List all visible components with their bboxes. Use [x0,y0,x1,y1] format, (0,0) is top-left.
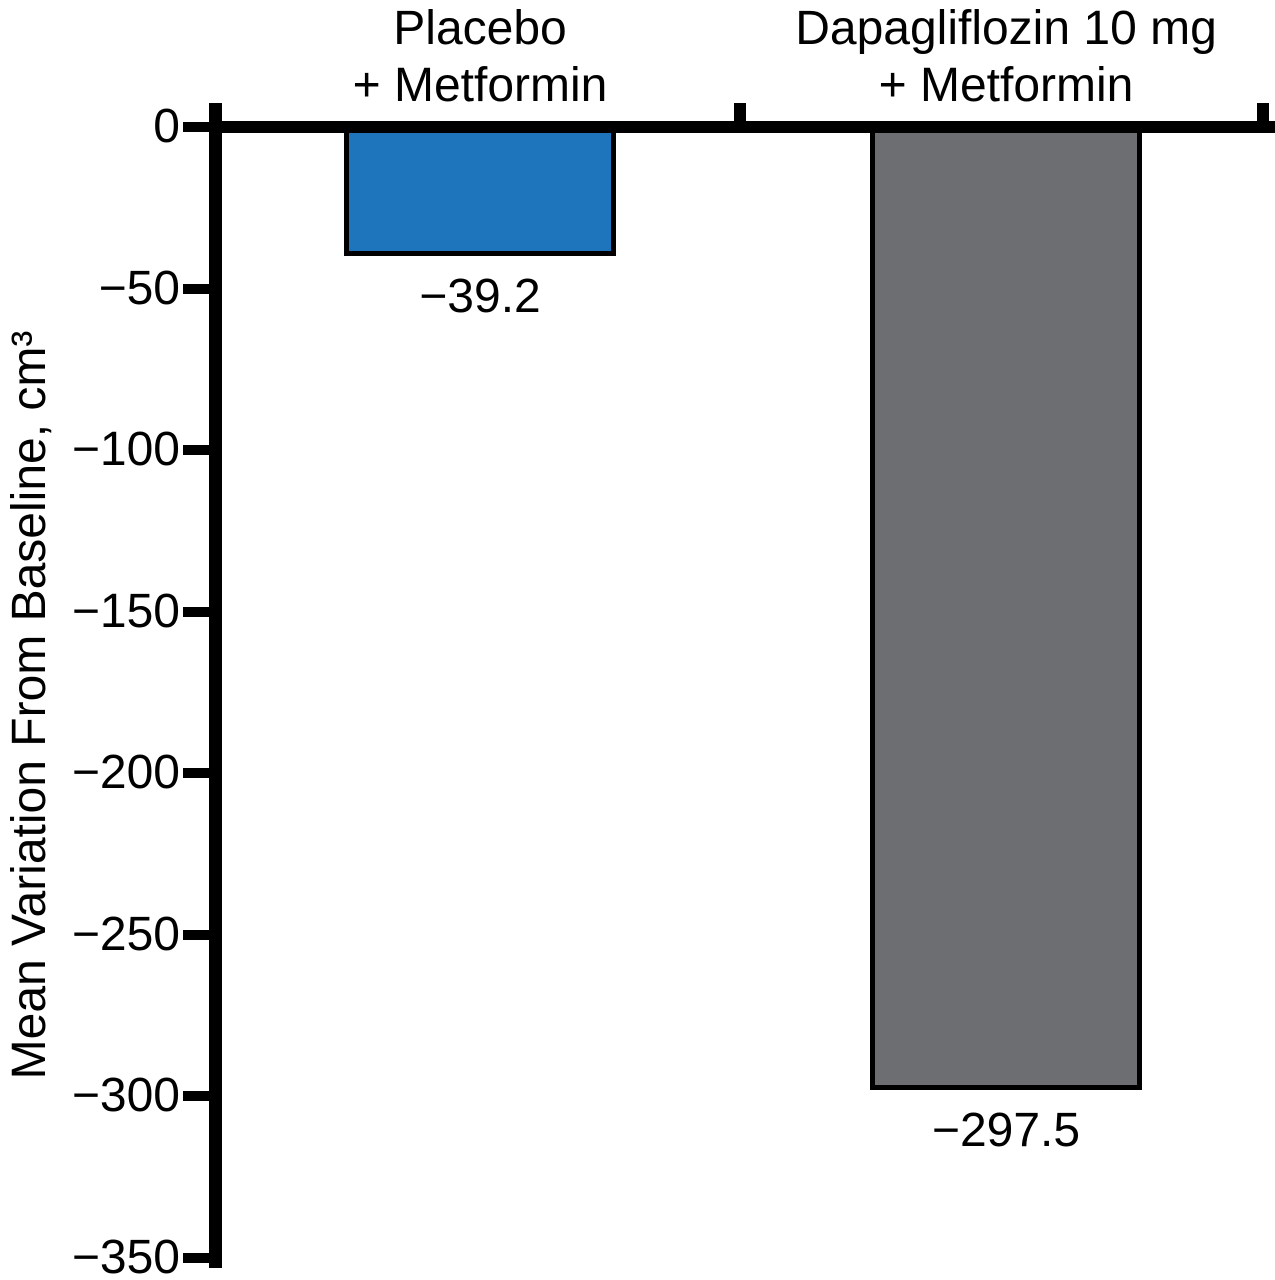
y-axis-tick-label: −100 [71,423,180,476]
y-axis-tick [183,1252,209,1263]
y-axis-tick [183,122,209,132]
y-axis-title: Mean Variation From Baseline, cm³ [3,330,56,1080]
y-axis-tick [183,445,209,455]
y-axis-tick-label: −250 [71,907,180,961]
y-axis-tick [183,929,209,940]
x-axis-line [209,121,1275,133]
y-axis-tick-label: −200 [71,746,180,799]
y-axis-tick [183,1091,209,1101]
category-label-placebo: Placebo + Metformin [352,2,608,112]
y-axis-tick-label: −150 [71,584,180,638]
bar-placebo [344,123,616,257]
y-axis-tick-label: 0 [153,100,180,153]
y-axis-tick [183,606,209,617]
value-label-placebo: −39.2 [419,270,541,324]
y-axis-line [209,103,222,1268]
y-axis-tick-label: −300 [71,1069,180,1122]
y-axis-tick-label: −350 [71,1230,180,1280]
y-axis-tick [183,768,209,778]
y-axis-tick-label: −50 [98,261,180,315]
category-label-dapagliflozin: Dapagliflozin 10 mg + Metformin [795,2,1217,112]
value-label-dapagliflozin: −297.5 [931,1104,1081,1158]
y-axis-tick [183,283,209,294]
bar-dapagliflozin [870,123,1142,1091]
